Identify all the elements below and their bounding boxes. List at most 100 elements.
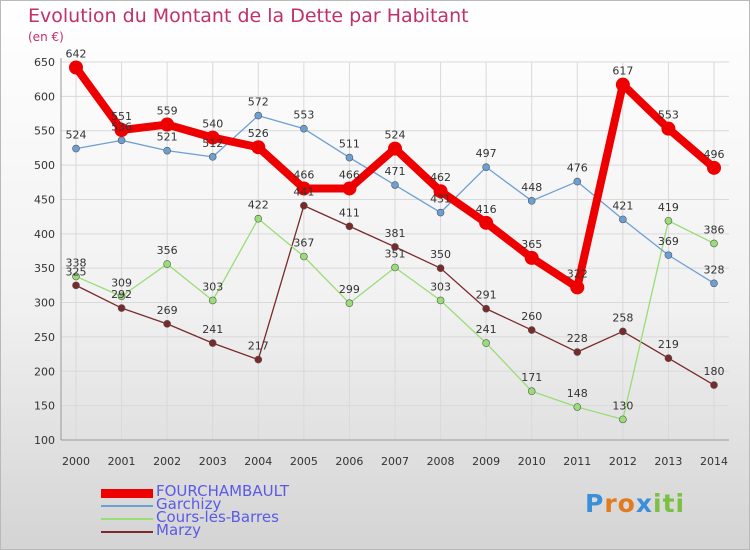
data-label-Garchizy-2004: 572 (248, 96, 269, 109)
point-Marzy-2000 (72, 281, 80, 290)
logo-letter: P (585, 489, 605, 518)
data-label-Garchizy-2003: 512 (202, 137, 223, 150)
data-label-Cours-les-Barres-2000: 338 (66, 256, 87, 269)
y-tick-label-600: 600 (34, 90, 55, 103)
point-Marzy-2004 (254, 355, 263, 364)
y-tick-label-250: 250 (34, 331, 55, 344)
data-label-Marzy-2007: 381 (385, 227, 406, 240)
data-label-Cours-les-Barres-2005: 367 (293, 236, 314, 249)
data-label-FOURCHAMBAULT-2009: 416 (476, 203, 497, 216)
data-label-FOURCHAMBAULT-2012: 617 (612, 65, 633, 78)
point-FOURCHAMBAULT-2008 (433, 184, 448, 199)
point-FOURCHAMBAULT-2007 (388, 141, 402, 156)
logo-letter: i (675, 489, 686, 518)
data-label-FOURCHAMBAULT-2002: 559 (157, 105, 178, 118)
data-label-Garchizy-2005: 553 (293, 109, 314, 122)
legend-label: Marzy (156, 521, 202, 539)
data-label-FOURCHAMBAULT-2007: 524 (385, 129, 406, 142)
point-Cours-les-Barres-2012 (619, 415, 627, 424)
y-tick-label-350: 350 (34, 262, 55, 275)
x-tick-label-2003: 2003 (199, 455, 227, 468)
point-Marzy-2014 (710, 381, 718, 389)
point-Cours-les-Barres-2011 (573, 403, 582, 411)
point-Marzy-2006 (345, 222, 354, 231)
data-label-Marzy-2006: 411 (339, 206, 360, 219)
point-Marzy-2011 (573, 348, 582, 356)
point-Garchizy-2010 (527, 197, 536, 205)
data-label-Cours-les-Barres-2001: 309 (111, 276, 132, 289)
y-tick-label-650: 650 (34, 56, 55, 69)
legend-label: Garchizy (156, 495, 222, 513)
point-Marzy-2005 (300, 201, 308, 210)
data-label-Cours-les-Barres-2007: 351 (385, 247, 406, 260)
y-tick-label-300: 300 (34, 297, 55, 310)
chart-title: Evolution du Montant de la Dette par Hab… (28, 5, 469, 27)
x-tick-label-2013: 2013 (654, 455, 682, 468)
data-label-Marzy-2004: 217 (248, 340, 269, 353)
point-Cours-les-Barres-2010 (527, 387, 536, 396)
data-label-Marzy-2002: 269 (157, 304, 178, 317)
data-label-Garchizy-2007: 471 (385, 165, 406, 178)
data-label-Garchizy-2009: 497 (476, 147, 497, 160)
data-label-Cours-les-Barres-2009: 241 (476, 323, 497, 336)
x-tick-label-2011: 2011 (563, 455, 591, 468)
point-Marzy-2002 (163, 320, 171, 328)
x-tick-label-2014: 2014 (700, 455, 728, 468)
logo-letter: r (604, 489, 618, 518)
y-tick-label-100: 100 (34, 434, 55, 447)
data-label-FOURCHAMBAULT-2000: 642 (66, 47, 87, 60)
data-label-FOURCHAMBAULT-2003: 540 (202, 118, 223, 131)
data-label-Cours-les-Barres-2008: 303 (430, 280, 451, 293)
point-FOURCHAMBAULT-2003 (205, 130, 220, 145)
data-label-Garchizy-2002: 521 (157, 131, 178, 144)
point-Garchizy-2002 (163, 146, 171, 155)
logo-letter: x (635, 489, 653, 518)
point-Cours-les-Barres-2007 (391, 263, 399, 272)
data-label-Marzy-2013: 219 (658, 338, 679, 351)
data-label-Cours-les-Barres-2013: 419 (658, 201, 679, 214)
data-label-Garchizy-2008: 431 (430, 193, 451, 206)
data-label-Garchizy-2000: 524 (66, 129, 87, 142)
x-tick-label-2004: 2004 (244, 455, 272, 468)
legend-swatch (101, 505, 153, 507)
point-FOURCHAMBAULT-2009 (479, 215, 494, 230)
data-label-Cours-les-Barres-2002: 356 (157, 244, 178, 257)
data-label-Garchizy-2013: 369 (658, 235, 679, 248)
data-label-FOURCHAMBAULT-2004: 526 (248, 127, 269, 140)
data-label-Cours-les-Barres-2004: 422 (248, 199, 269, 212)
point-FOURCHAMBAULT-2006 (342, 181, 357, 196)
data-label-Cours-les-Barres-2014: 386 (704, 223, 725, 236)
point-Marzy-2010 (527, 326, 536, 334)
y-tick-label-500: 500 (34, 159, 55, 172)
point-Garchizy-2004 (254, 111, 263, 120)
point-Cours-les-Barres-2005 (300, 252, 308, 261)
point-Marzy-2012 (619, 327, 627, 336)
point-Cours-les-Barres-2004 (254, 214, 263, 223)
data-label-FOURCHAMBAULT-2010: 365 (521, 238, 542, 251)
x-tick-label-2002: 2002 (153, 455, 181, 468)
data-label-Garchizy-2006: 511 (339, 138, 360, 151)
point-Cours-les-Barres-2003 (208, 296, 217, 305)
data-label-Garchizy-2014: 328 (704, 263, 725, 276)
data-label-Marzy-2001: 292 (111, 288, 132, 301)
point-FOURCHAMBAULT-2005 (296, 181, 311, 196)
legend-swatch (101, 518, 153, 520)
x-tick-label-2010: 2010 (518, 455, 546, 468)
data-label-Marzy-2005: 441 (293, 186, 314, 199)
point-FOURCHAMBAULT-2000 (69, 60, 83, 75)
data-label-FOURCHAMBAULT-2008: 462 (430, 171, 451, 184)
x-tick-label-2000: 2000 (62, 455, 90, 468)
point-Cours-les-Barres-2008 (436, 296, 445, 305)
data-label-FOURCHAMBAULT-2013: 553 (658, 109, 679, 122)
point-Cours-les-Barres-2006 (345, 299, 354, 308)
point-FOURCHAMBAULT-2002 (160, 117, 175, 132)
point-FOURCHAMBAULT-2001 (114, 123, 129, 138)
data-label-Cours-les-Barres-2006: 299 (339, 283, 360, 296)
data-label-Marzy-2014: 180 (704, 365, 725, 378)
y-tick-label-450: 450 (34, 193, 55, 206)
data-label-Cours-les-Barres-2011: 148 (567, 387, 588, 400)
data-label-FOURCHAMBAULT-2001: 551 (111, 110, 132, 123)
point-Cours-les-Barres-2013 (664, 216, 673, 225)
